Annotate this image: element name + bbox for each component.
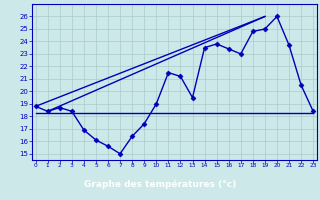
Text: Graphe des températures (°c): Graphe des températures (°c) bbox=[84, 179, 236, 189]
